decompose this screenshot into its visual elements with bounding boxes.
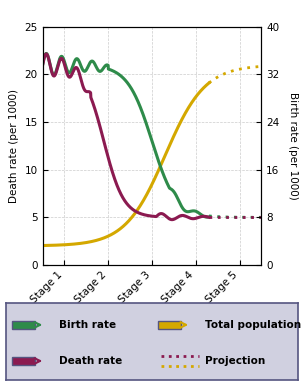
Y-axis label: Birth rate (per 1000): Birth rate (per 1000) (288, 92, 298, 200)
Text: Death rate: Death rate (59, 356, 122, 366)
Text: Total population: Total population (205, 320, 301, 330)
Bar (12, 357, 35, 365)
X-axis label: Time: Time (136, 344, 168, 357)
Text: Projection: Projection (205, 356, 265, 366)
Bar (12, 321, 35, 329)
Text: Birth rate: Birth rate (59, 320, 116, 330)
Bar (158, 321, 181, 329)
Y-axis label: Death rate (per 1000): Death rate (per 1000) (9, 89, 19, 203)
